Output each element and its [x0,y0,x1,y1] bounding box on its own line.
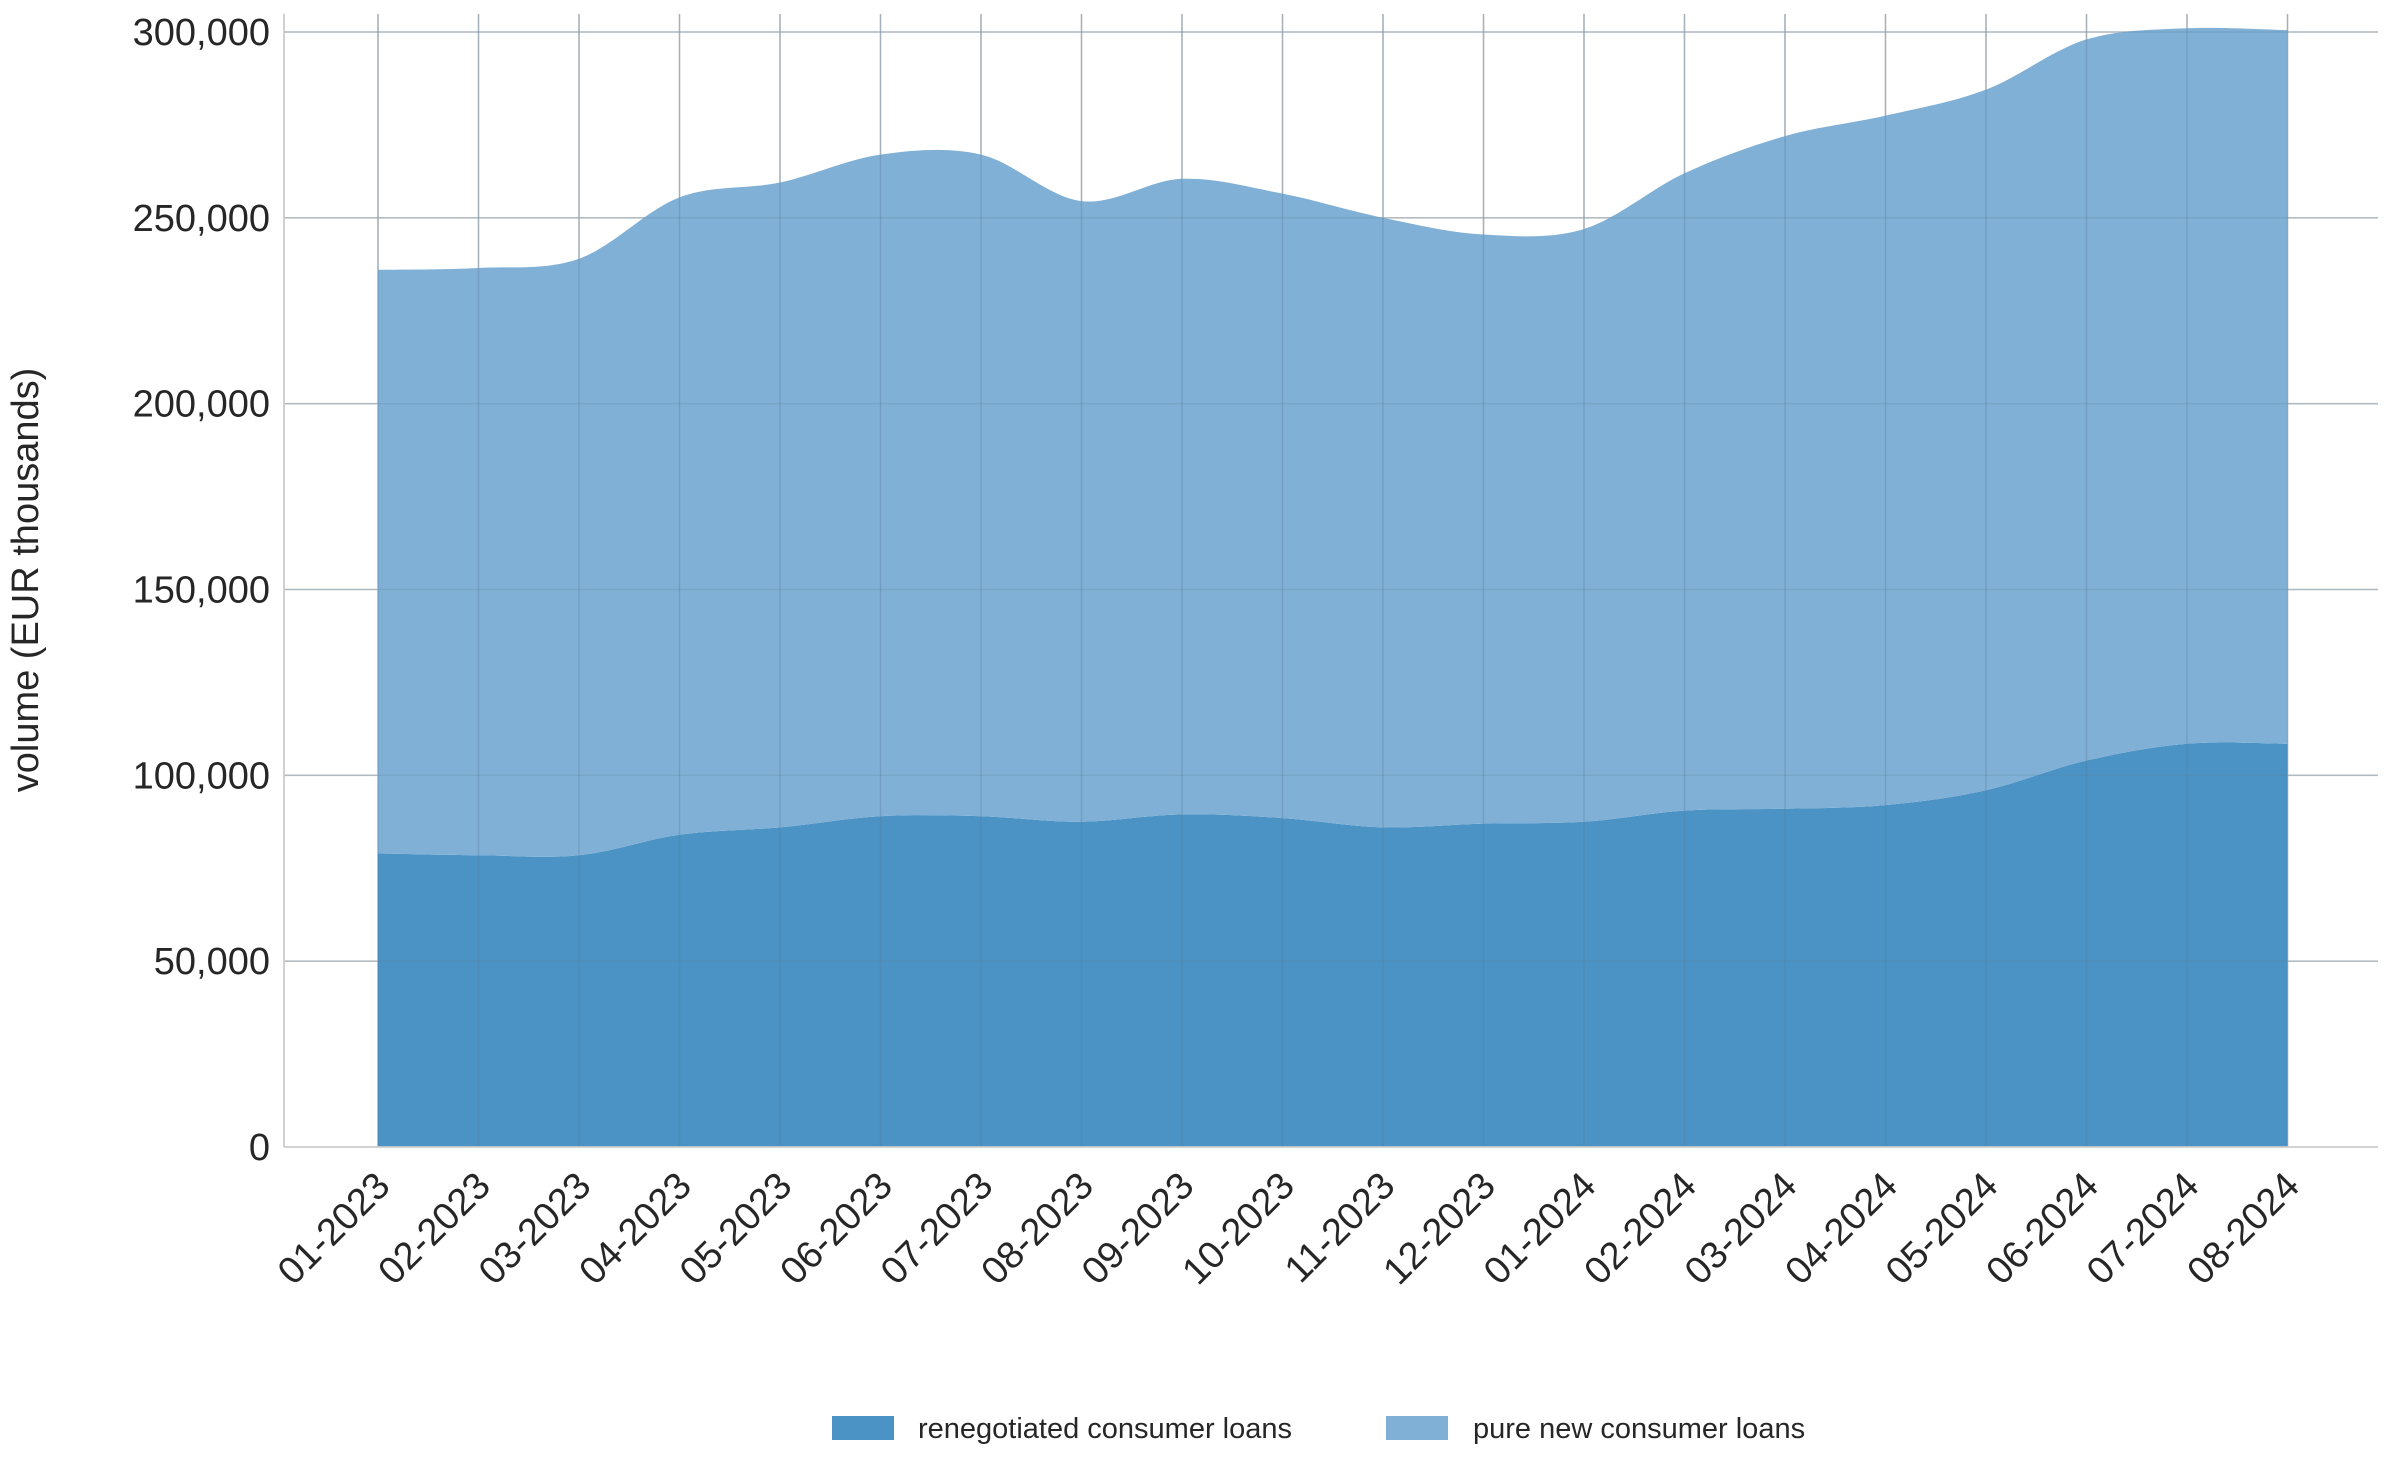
area-series-pure-new [378,27,2288,857]
y-tick-label: 200,000 [133,384,270,426]
x-tick-label: 03-2024 [1677,1165,1805,1293]
y-axis-title: volume (EUR thousands) [5,368,47,793]
x-tick-label: 07-2024 [2079,1165,2207,1293]
x-tick-label: 02-2023 [371,1165,499,1293]
legend-label: pure new consumer loans [1473,1413,1805,1445]
y-axis-ticks: 0 50,000 100,000 150,000 200,000 250,000 300,0… [133,12,270,1169]
axes [283,14,2378,1148]
x-tick-label: 03-2023 [471,1165,599,1293]
x-tick-label: 09-2023 [1074,1165,1202,1293]
legend-swatch [1386,1416,1448,1440]
x-tick-label: 06-2023 [773,1165,901,1293]
x-tick-label: 07-2023 [873,1165,1001,1293]
x-axis-ticks: 01-202302-202303-202304-202305-202306-20… [270,1165,2308,1293]
legend-swatch [832,1416,894,1440]
y-tick-label: 150,000 [133,570,270,612]
x-tick-label: 08-2023 [974,1165,1102,1293]
y-tick-label: 100,000 [133,755,270,797]
x-tick-label: 06-2024 [1979,1165,2107,1293]
x-tick-label: 02-2024 [1577,1165,1705,1293]
x-tick-label: 04-2024 [1778,1165,1906,1293]
x-tick-label: 05-2023 [672,1165,800,1293]
x-tick-label: 04-2023 [572,1165,700,1293]
y-tick-label: 300,000 [133,12,270,54]
y-tick-label: 250,000 [133,198,270,240]
y-tick-label: 50,000 [154,941,270,983]
x-tick-label: 05-2024 [1878,1165,2006,1293]
area-series [284,14,2378,1147]
x-tick-label: 08-2024 [2180,1165,2308,1293]
x-tick-label: 01-2024 [1476,1165,1604,1293]
x-tick-label: 12-2023 [1376,1165,1504,1293]
x-tick-label: 01-2023 [270,1165,398,1293]
area-series-renegotiated [378,742,2288,1147]
legend: renegotiated consumer loans pure new cons… [832,1413,1805,1445]
y-tick-label: 0 [249,1127,270,1169]
x-tick-label: 10-2023 [1175,1165,1303,1293]
legend-label: renegotiated consumer loans [918,1413,1292,1445]
